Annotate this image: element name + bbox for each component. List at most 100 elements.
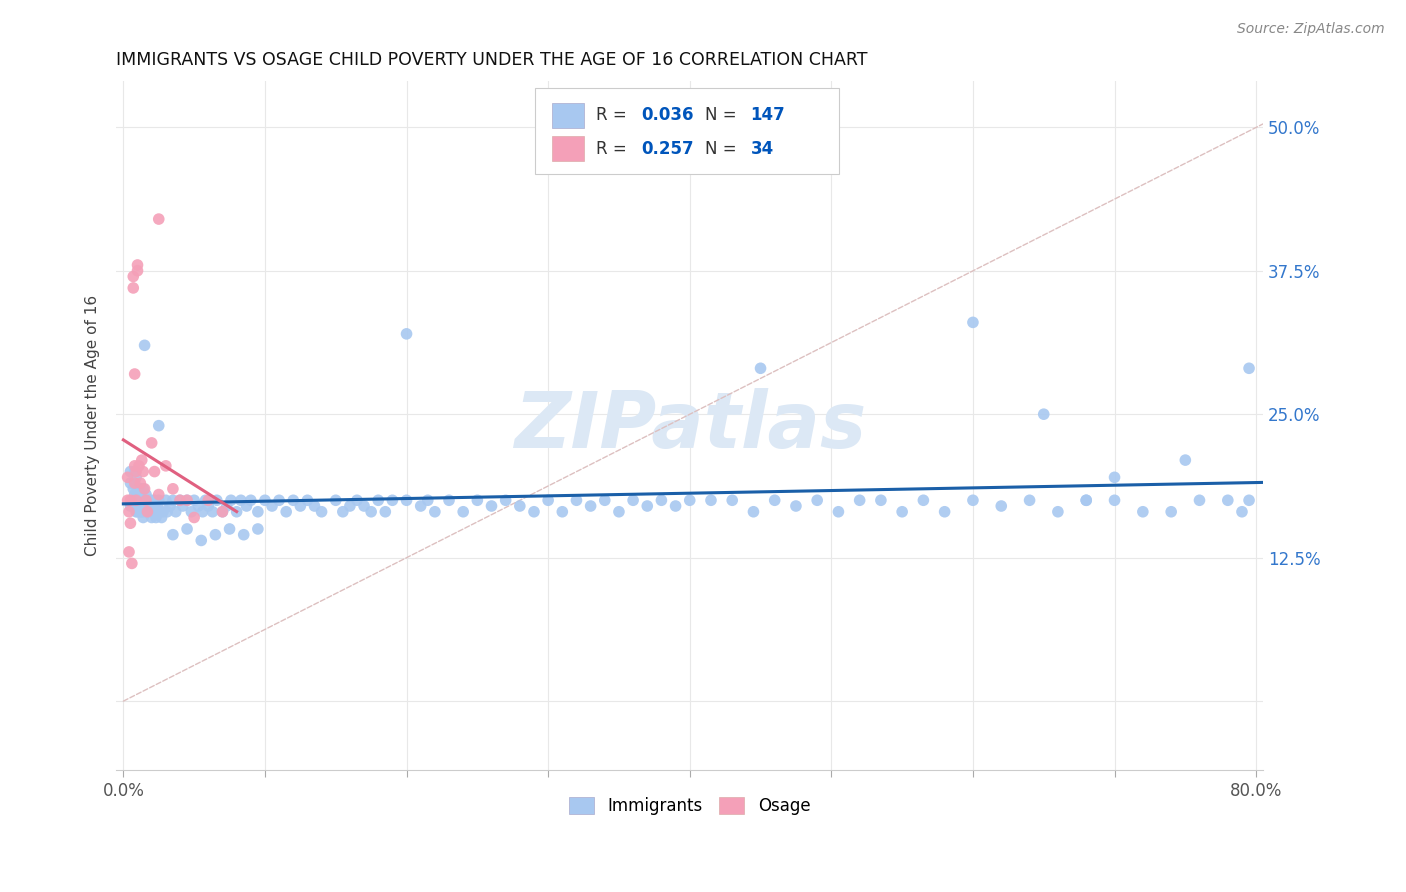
Point [134, 482, 156, 496]
Point [325, 493, 347, 508]
Point [149, 505, 172, 519]
Point [565, 493, 588, 508]
Text: R =: R = [596, 106, 631, 125]
Point [211, 505, 233, 519]
Point [416, 493, 439, 508]
Point [162, 482, 184, 496]
Point [1230, 505, 1253, 519]
Point [197, 493, 219, 508]
Text: R =: R = [596, 140, 631, 158]
Point [117, 470, 139, 484]
Point [176, 493, 198, 508]
Point [523, 505, 546, 519]
Point [311, 505, 333, 519]
Point [127, 482, 149, 496]
FancyBboxPatch shape [534, 88, 839, 174]
Point [276, 505, 298, 519]
Point [120, 476, 142, 491]
Point [134, 505, 156, 519]
Point [150, 510, 173, 524]
Point [360, 505, 382, 519]
Point [136, 505, 159, 519]
Point [146, 499, 169, 513]
Point [537, 493, 560, 508]
Point [120, 493, 142, 508]
Point [665, 499, 688, 513]
Text: ZIPatlas: ZIPatlas [513, 388, 866, 464]
Point [246, 522, 269, 536]
Point [125, 470, 148, 484]
Point [934, 505, 956, 519]
Point [148, 212, 170, 227]
Point [229, 493, 252, 508]
Point [118, 505, 141, 519]
Point [215, 499, 238, 513]
Bar [553, 103, 585, 128]
Point [120, 516, 142, 531]
Point [143, 493, 166, 508]
Point [593, 493, 616, 508]
Point [1076, 493, 1098, 508]
Point [128, 493, 150, 508]
Point [374, 505, 396, 519]
Point [124, 465, 146, 479]
Point [142, 499, 165, 513]
Point [205, 493, 228, 508]
Point [721, 493, 744, 508]
Point [141, 436, 163, 450]
Point [269, 493, 291, 508]
Point [124, 476, 146, 491]
Point [141, 493, 163, 508]
Point [165, 505, 187, 519]
Point [621, 493, 644, 508]
Point [423, 505, 446, 519]
Point [197, 499, 219, 513]
Point [1237, 361, 1260, 376]
Point [183, 510, 205, 524]
Bar [553, 136, 585, 161]
Point [395, 326, 418, 341]
Point [381, 493, 404, 508]
Point [211, 505, 233, 519]
Point [127, 264, 149, 278]
Point [135, 487, 157, 501]
Point [139, 505, 162, 519]
Point [1032, 407, 1054, 421]
Point [129, 476, 152, 491]
Point [332, 505, 354, 519]
Point [763, 493, 786, 508]
Point [607, 505, 630, 519]
Point [118, 545, 141, 559]
Point [162, 493, 184, 508]
Point [218, 522, 240, 536]
Point [180, 505, 202, 519]
Text: 147: 147 [751, 106, 786, 125]
Point [148, 418, 170, 433]
Point [190, 533, 212, 548]
Point [138, 493, 160, 508]
Point [253, 493, 276, 508]
Point [128, 487, 150, 501]
Point [700, 493, 723, 508]
Point [152, 505, 174, 519]
Text: N =: N = [704, 140, 741, 158]
Point [176, 493, 198, 508]
Point [156, 505, 179, 519]
Point [891, 505, 914, 519]
Point [650, 493, 672, 508]
Point [990, 499, 1012, 513]
Point [128, 458, 150, 473]
Point [127, 505, 149, 519]
Point [367, 493, 389, 508]
Point [283, 493, 305, 508]
Point [636, 499, 658, 513]
Point [148, 487, 170, 501]
Point [1174, 453, 1197, 467]
Point [132, 499, 155, 513]
Point [353, 499, 375, 513]
Point [437, 493, 460, 508]
Point [143, 505, 166, 519]
Point [579, 499, 602, 513]
Point [129, 505, 152, 519]
Point [1104, 470, 1126, 484]
